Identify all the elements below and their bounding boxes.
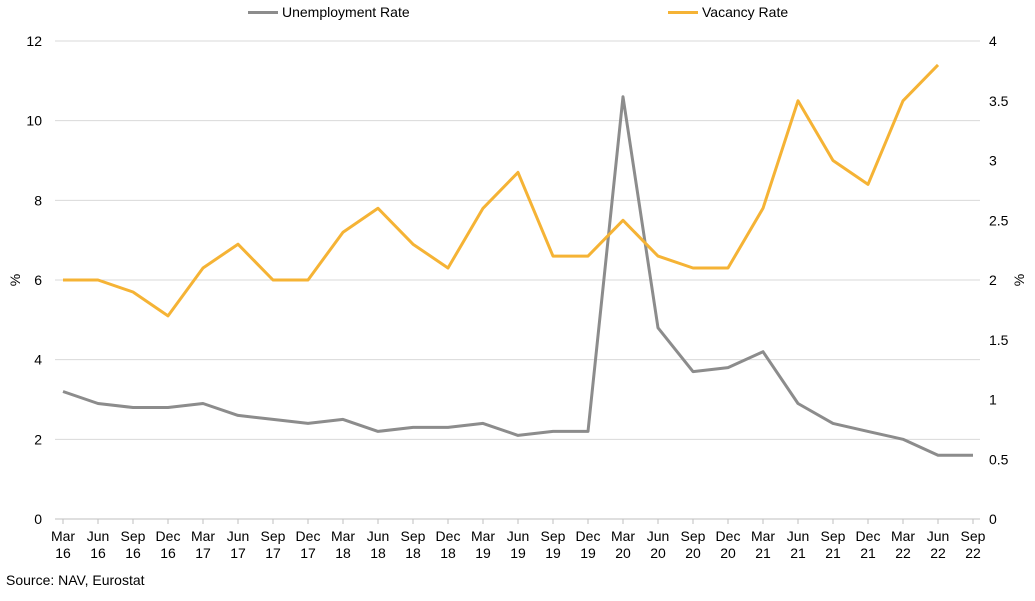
x-tick-label: Mar 22 xyxy=(891,528,915,561)
y-right-tick-label: 3.5 xyxy=(989,93,1009,109)
legend-swatch-unemployment xyxy=(248,10,278,14)
x-axis-ticks: Mar 16 Jun 16 Sep 16 Dec 16 Mar 17 Jun 17 Sep 17 Dec 17… xyxy=(51,519,986,561)
x-tick-label: Dec 21 xyxy=(856,528,881,561)
y-left-tick-label: 12 xyxy=(26,33,42,49)
x-tick-label: Jun 22 xyxy=(927,528,950,561)
x-tick-label: Sep 18 xyxy=(401,528,426,561)
y-right-tick-label: 0.5 xyxy=(989,451,1009,467)
y-right-tick-label: 2.5 xyxy=(989,212,1009,228)
y-left-tick-label: 10 xyxy=(26,113,42,129)
x-tick-label: Sep 19 xyxy=(541,528,566,561)
x-tick-label: Mar 16 xyxy=(51,528,75,561)
x-tick-label: Jun 21 xyxy=(787,528,810,561)
legend-item-unemployment: Unemployment Rate xyxy=(248,4,410,20)
x-tick-label: Jun 19 xyxy=(507,528,530,561)
legend-label-vacancy: Vacancy Rate xyxy=(702,4,789,20)
legend-item-vacancy: Vacancy Rate xyxy=(668,4,788,20)
x-tick-label: Dec 17 xyxy=(296,528,321,561)
x-tick-label: Sep 21 xyxy=(821,528,846,561)
x-tick-label: Mar 18 xyxy=(331,528,355,561)
x-tick-label: Jun 18 xyxy=(367,528,390,561)
source-note: Source: NAV, Eurostat xyxy=(6,572,145,588)
x-tick-label: Sep 17 xyxy=(261,528,286,561)
series-line-unemployment xyxy=(62,95,973,457)
legend-label-unemployment: Unemployment Rate xyxy=(282,4,410,20)
y-right-tick-label: 1.5 xyxy=(989,332,1009,348)
x-tick-label: Mar 21 xyxy=(751,528,775,561)
y-left-tick-label: 2 xyxy=(34,431,42,447)
x-tick-label: Sep 22 xyxy=(961,528,986,561)
x-tick-label: Mar 20 xyxy=(611,528,635,561)
y-axis-left-label: % xyxy=(7,274,23,286)
left-axis-ticks: 0 2 4 6 8 10 12 xyxy=(26,33,42,527)
y-left-tick-label: 4 xyxy=(34,352,42,368)
gridlines xyxy=(55,40,980,440)
y-left-tick-label: 8 xyxy=(34,192,42,208)
x-tick-label: Sep 16 xyxy=(121,528,146,561)
right-axis-ticks: 0 0.5 1 1.5 2 2.5 3 3.5 4 xyxy=(989,33,1009,527)
x-tick-label: Dec 16 xyxy=(156,528,181,561)
y-right-tick-label: 1 xyxy=(989,392,997,408)
y-right-tick-label: 3 xyxy=(989,153,997,169)
series-line-vacancy xyxy=(63,63,940,318)
y-axis-right-label: % xyxy=(1011,274,1027,286)
x-tick-label: Mar 19 xyxy=(471,528,495,561)
x-tick-label: Dec 19 xyxy=(576,528,601,561)
legend-swatch-vacancy xyxy=(668,10,698,14)
x-tick-label: Jun 17 xyxy=(227,528,250,561)
x-tick-label: Dec 18 xyxy=(436,528,461,561)
y-right-tick-label: 4 xyxy=(989,33,997,49)
y-right-tick-label: 0 xyxy=(989,511,997,527)
x-tick-label: Jun 20 xyxy=(647,528,670,561)
series-lines xyxy=(62,63,973,457)
y-left-tick-label: 0 xyxy=(34,511,42,527)
x-tick-label: Mar 17 xyxy=(191,528,215,561)
y-left-tick-label: 6 xyxy=(34,272,42,288)
x-tick-label: Sep 20 xyxy=(681,528,706,561)
x-tick-label: Dec 20 xyxy=(716,528,741,561)
x-tick-label: Jun 16 xyxy=(87,528,110,561)
y-right-tick-label: 2 xyxy=(989,272,997,288)
